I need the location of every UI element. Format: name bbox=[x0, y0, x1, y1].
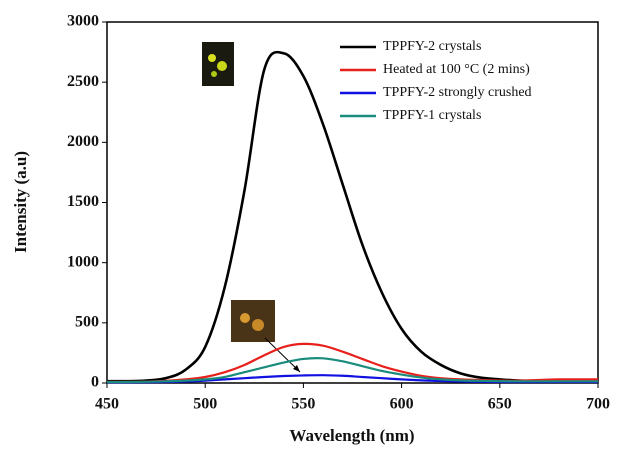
legend-label: Heated at 100 °C (2 mins) bbox=[383, 62, 530, 77]
x-tick-label: 450 bbox=[95, 396, 119, 413]
x-tick-label: 600 bbox=[390, 396, 414, 413]
annotation-arrow bbox=[264, 337, 301, 373]
y-tick-label: 500 bbox=[75, 314, 99, 331]
inset-crystal bbox=[208, 54, 216, 62]
y-tick-label: 1500 bbox=[67, 193, 99, 210]
inset-crystal bbox=[211, 71, 217, 77]
x-tick-label: 700 bbox=[586, 396, 610, 413]
x-tick-label: 650 bbox=[488, 396, 512, 413]
inset-crystal bbox=[217, 61, 227, 71]
line-series bbox=[106, 357, 598, 384]
x-tick-label: 500 bbox=[193, 396, 217, 413]
y-tick-label: 0 bbox=[91, 374, 99, 391]
y-axis-title: Intensity (a.u) bbox=[11, 151, 30, 253]
inset-crystal bbox=[252, 319, 264, 331]
x-axis-title: Wavelength (nm) bbox=[289, 426, 414, 445]
y-tick-label: 2500 bbox=[67, 73, 99, 90]
arrow-head bbox=[293, 365, 300, 372]
x-tick-label: 550 bbox=[291, 396, 315, 413]
inset-crystal bbox=[240, 313, 250, 323]
y-tick-label: 2000 bbox=[67, 133, 99, 150]
legend-label: TPPFY-1 crystals bbox=[383, 108, 481, 123]
line-series bbox=[106, 50, 598, 383]
y-tick-label: 1000 bbox=[67, 253, 99, 270]
inset-photo bbox=[231, 300, 275, 342]
legend-label: TPPFY-2 crystals bbox=[383, 39, 481, 54]
legend-label: TPPFY-2 strongly crushed bbox=[383, 85, 532, 100]
y-tick-label: 3000 bbox=[67, 13, 99, 30]
